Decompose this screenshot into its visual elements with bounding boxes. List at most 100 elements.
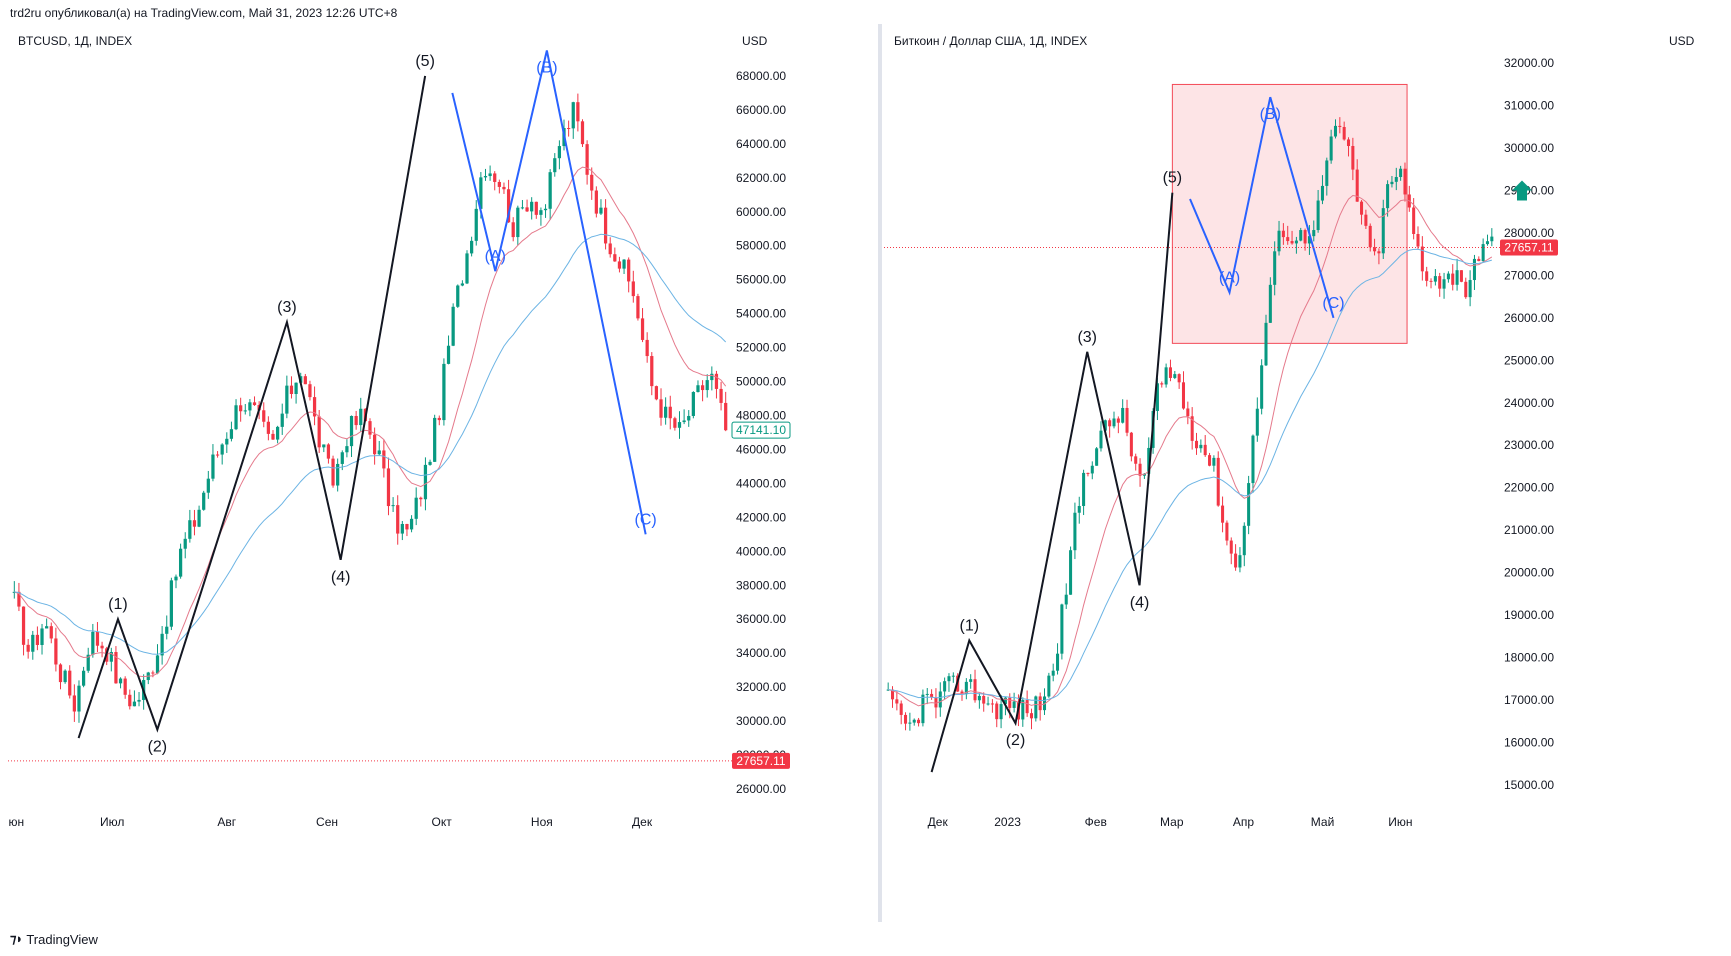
candle-body <box>1160 383 1164 385</box>
candle-body <box>155 655 160 674</box>
candle-body <box>446 345 451 364</box>
candle-body <box>603 207 608 244</box>
candle-body <box>613 254 617 262</box>
candle-body <box>474 208 478 241</box>
candle-body <box>580 121 585 145</box>
candle-body <box>585 144 589 175</box>
candle-body <box>1095 448 1099 466</box>
chart-panel-left[interactable]: BTCUSD, 1Д, INDEX USD 26000.0028000.0030… <box>8 24 876 922</box>
candle-body <box>1260 365 1264 409</box>
candle-body <box>1038 696 1042 711</box>
candle-body <box>511 222 515 238</box>
candle-body <box>520 207 525 209</box>
y-tick-label: 31000.00 <box>1504 99 1554 113</box>
candle-body <box>26 644 30 652</box>
candle-body <box>262 410 266 422</box>
candle-body <box>428 461 432 465</box>
y-tick-label: 64000.00 <box>736 137 786 151</box>
wave-label: (1) <box>108 596 128 613</box>
candle-body <box>1355 169 1359 202</box>
candle-body <box>1325 160 1329 186</box>
candle-body <box>1294 240 1298 244</box>
candle-body <box>1116 418 1120 423</box>
candle-body <box>617 261 622 269</box>
candle-body <box>1125 407 1129 433</box>
y-tick-label: 26000.00 <box>1504 311 1554 325</box>
candle-body <box>1446 273 1450 280</box>
candle-body <box>151 672 155 674</box>
candle-body <box>1481 244 1485 262</box>
candle-body <box>1468 280 1472 298</box>
candle-body <box>137 699 141 702</box>
candle-body <box>1290 241 1294 244</box>
candle-body <box>964 681 968 695</box>
y-tick-label: 20000.00 <box>1504 566 1554 580</box>
candle-body <box>1364 214 1368 226</box>
candle-body <box>1199 444 1203 449</box>
candle-body <box>1403 168 1407 195</box>
candle-body <box>571 102 575 129</box>
candle-body <box>908 722 912 724</box>
candle-body <box>493 173 497 182</box>
candle-body <box>890 689 895 700</box>
candle-body <box>705 380 709 391</box>
candle-body <box>248 402 252 411</box>
candle-body <box>285 385 289 414</box>
candle-body <box>677 422 682 428</box>
candle-body <box>1168 367 1172 378</box>
wave-label: (A) <box>1219 269 1240 286</box>
candle-body <box>534 201 538 215</box>
candle-body <box>912 719 916 723</box>
y-tick-label: 30000.00 <box>1504 141 1554 155</box>
candle-body <box>1459 270 1463 282</box>
candle-body <box>243 410 247 412</box>
candle-body <box>1442 279 1446 289</box>
moving-average-slow <box>14 233 727 655</box>
candle-body <box>1312 230 1316 237</box>
y-tick-label: 42000.00 <box>736 510 786 524</box>
footer[interactable]: ⁊◗ TradingView <box>10 931 98 947</box>
candle-body <box>183 538 187 549</box>
candle-body <box>414 497 418 519</box>
candle-body <box>1164 367 1168 385</box>
candle-body <box>1342 126 1346 140</box>
candle-body <box>640 318 645 340</box>
candle-body <box>1338 125 1342 127</box>
candle-body <box>86 654 90 671</box>
candle-body <box>1485 241 1490 245</box>
moving-average-slow <box>888 248 1492 702</box>
candle-body <box>1090 465 1094 474</box>
candle-body <box>553 158 557 173</box>
candle-body <box>1264 322 1268 366</box>
candle-body <box>442 363 446 421</box>
candle-body <box>1433 276 1437 282</box>
candle-body <box>719 388 723 403</box>
candlestick-chart-left[interactable]: 26000.0028000.0030000.0032000.0034000.00… <box>8 24 876 922</box>
candle-body <box>1320 185 1324 201</box>
x-tick-label: Июн <box>1388 815 1412 829</box>
y-tick-label: 26000.00 <box>736 782 786 796</box>
candle-body <box>664 406 668 418</box>
candle-body <box>1103 420 1107 431</box>
candle-body <box>1286 237 1290 242</box>
x-tick-label: Фев <box>1085 815 1107 829</box>
candle-body <box>437 417 441 421</box>
panel-divider[interactable] <box>878 24 882 922</box>
candle-body <box>225 438 229 445</box>
candle-body <box>1155 383 1159 411</box>
candle-body <box>165 626 169 634</box>
chart-panel-right[interactable]: Биткоин / Доллар США, 1Д, INDEX USD 1500… <box>884 24 1724 922</box>
candle-body <box>1351 146 1355 170</box>
y-tick-label: 15000.00 <box>1504 778 1554 792</box>
candle-body <box>128 694 132 707</box>
candle-body <box>986 703 990 705</box>
x-tick-label: Мар <box>1160 815 1184 829</box>
candlestick-chart-right[interactable]: 15000.00 16000.00 17000.00 18000.00 19000.00… <box>884 24 1724 922</box>
x-tick-label: Авг <box>217 815 236 829</box>
y-tick-label: 30000.00 <box>736 714 786 728</box>
candle-body <box>1186 408 1190 417</box>
candle-body <box>188 520 192 539</box>
candle-body <box>1194 440 1199 449</box>
candle-body <box>21 606 26 645</box>
candle-body <box>72 695 76 712</box>
